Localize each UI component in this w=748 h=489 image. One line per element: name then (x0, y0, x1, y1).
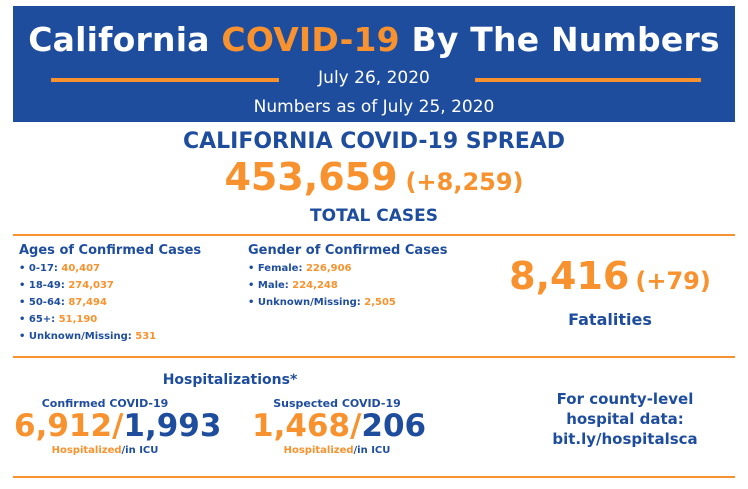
gender-list: • Female: 226,906 • Male: 224,248 • Unkn… (248, 260, 396, 311)
list-item: • 65+: 51,190 (19, 314, 98, 325)
fatalities-value: 8,416 (509, 254, 630, 298)
suspected-caption: Hospitalized/in ICU (283, 445, 391, 456)
confirmed-label: Confirmed COVID-19 (41, 397, 169, 410)
header-rule-left (51, 78, 279, 82)
divider-2 (13, 356, 735, 358)
total-cases-line: 453,659 (+8,259) (0, 155, 748, 199)
confirmed-caption: Hospitalized/in ICU (51, 445, 159, 456)
list-item: • 50-64: 87,494 (19, 297, 107, 308)
fatalities-line: 8,416 (+79) (500, 254, 720, 298)
confirmed-numbers: 6,912/1,993 (14, 408, 222, 444)
county-data-link: bit.ly/hospitalsca (552, 430, 698, 448)
title-part1: California (28, 20, 222, 59)
list-item: • Male: 224,248 (248, 280, 338, 291)
total-cases-label: TOTAL CASES (310, 206, 438, 226)
fatalities-change: (+79) (635, 267, 711, 295)
list-item: • 0-17: 40,407 (19, 263, 100, 274)
divider-1 (13, 234, 735, 236)
title-part2: By The Numbers (399, 20, 720, 59)
ages-title: Ages of Confirmed Cases (19, 243, 202, 258)
report-date: July 26, 2020 (318, 68, 430, 88)
header-rule-right (475, 78, 701, 82)
suspected-label: Suspected COVID-19 (273, 397, 401, 410)
gender-title: Gender of Confirmed Cases (248, 243, 448, 258)
header-banner: California COVID-19 By The Numbers July … (13, 6, 735, 122)
ages-list: • 0-17: 40,407 • 18-49: 274,037 • 50-64:… (19, 260, 156, 345)
hospitalizations-title: Hospitalizations* (162, 372, 298, 388)
list-item: • Female: 226,906 (248, 263, 352, 274)
list-item: • Unknown/Missing: 2,505 (248, 297, 396, 308)
total-cases-value: 453,659 (224, 155, 398, 199)
spread-title: CALIFORNIA COVID-19 SPREAD (182, 129, 566, 154)
list-item: • Unknown/Missing: 531 (19, 331, 157, 342)
page-title: California COVID-19 By The Numbers (13, 20, 735, 59)
fatalities-label: Fatalities (568, 310, 652, 329)
divider-3 (13, 476, 735, 478)
title-highlight: COVID-19 (221, 20, 400, 59)
as-of-date: Numbers as of July 25, 2020 (253, 97, 495, 117)
list-item: • 18-49: 274,037 (19, 280, 114, 291)
suspected-numbers: 1,468/206 (252, 408, 427, 444)
total-cases-change: (+8,259) (405, 168, 524, 196)
county-data-note: For county-level hospital data: bit.ly/h… (530, 389, 720, 449)
